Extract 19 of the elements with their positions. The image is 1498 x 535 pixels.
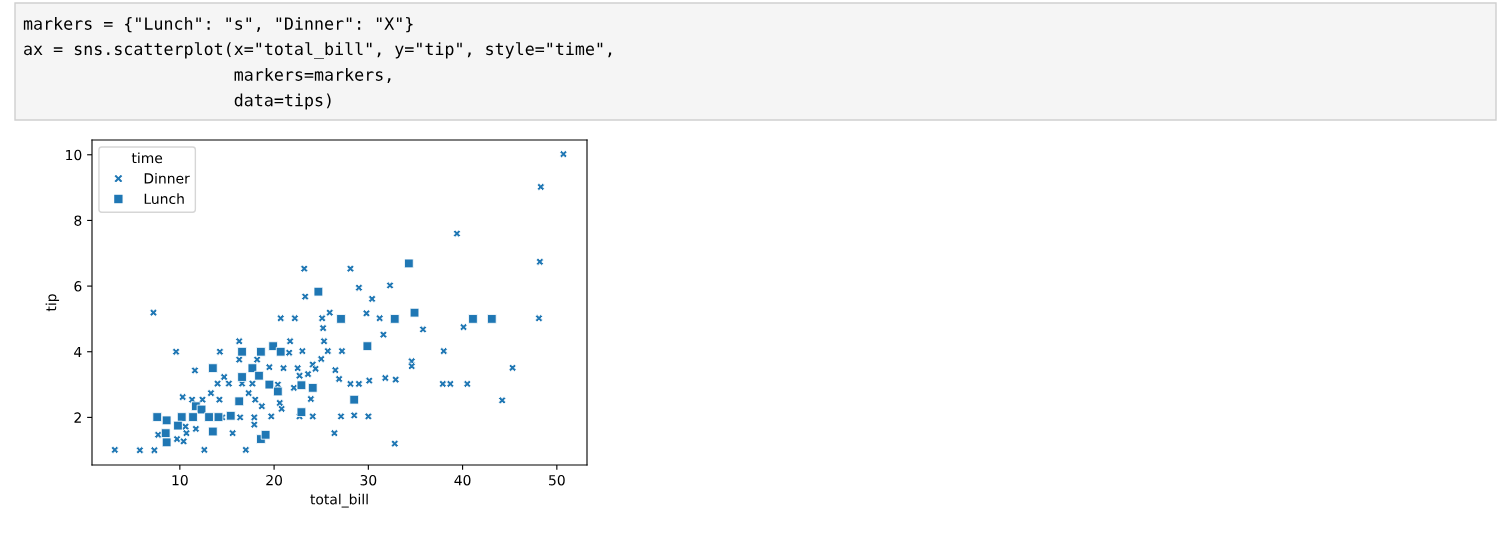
text: markers = {"Lunch": "s", "Dinner": "X"} <box>23 16 413 33</box>
y-tick-label: 8 <box>74 215 82 226</box>
text: markers=markers, <box>234 67 391 83</box>
y-tick-label: 4 <box>74 346 82 358</box>
y-tick-label: 6 <box>74 281 82 292</box>
legend-label: Lunch <box>144 193 184 205</box>
x-tick-label: 40 <box>454 474 471 486</box>
y-tick-label: 2 <box>74 412 81 423</box>
legend-label: Dinner <box>144 172 190 184</box>
x-tick-label: 50 <box>549 474 565 486</box>
text: ax = sns.scatterplot(x="total_bill", y="tip", style="time", <box>24 42 612 59</box>
x-tick-label: 30 <box>360 474 377 486</box>
y-tick-label: 10 <box>66 149 82 161</box>
text: data=tips) <box>234 93 331 110</box>
y-axis-title: tip <box>45 294 60 312</box>
legend-title: time <box>131 152 163 164</box>
x-axis-title: total_bill <box>310 493 368 508</box>
x-tick-label: 20 <box>266 474 282 486</box>
x-tick-label: 10 <box>172 474 188 486</box>
